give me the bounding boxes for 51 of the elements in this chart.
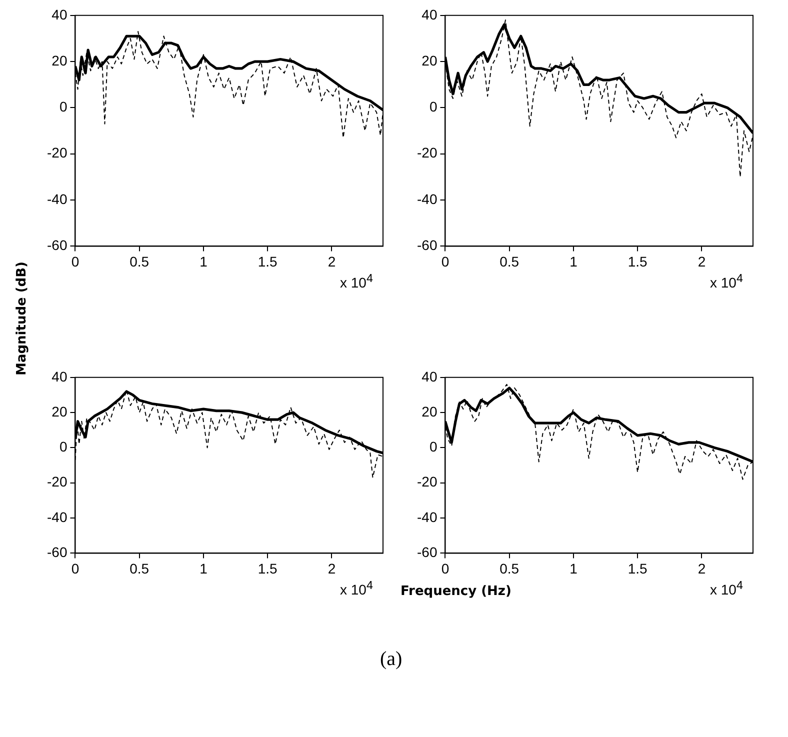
x-tick-label: 1 (570, 560, 578, 576)
y-tick-label: 0 (59, 438, 68, 455)
x-tick-label: 0.5 (500, 253, 520, 270)
y-tick-label: -20 (417, 144, 438, 161)
text: x 10$^{4}$ (340, 272, 373, 291)
x-tick-label: 2 (698, 253, 706, 270)
y-tick-label: -40 (417, 508, 438, 525)
y-tick-label: -20 (417, 474, 438, 490)
x-tick-label: 2 (698, 560, 706, 576)
y-tick-label: 0 (59, 98, 68, 115)
y-tick-label: 0 (429, 438, 438, 455)
x-tick-label: 0.5 (500, 560, 520, 576)
x-tick-label: 1 (570, 253, 578, 270)
y-tick-label: -20 (47, 144, 68, 161)
x-tick-label: 1.5 (628, 253, 648, 270)
y-tick-label: 20 (52, 403, 68, 420)
y-tick-label: -60 (417, 544, 438, 560)
x-tick-label: 0 (71, 560, 80, 576)
y-tick-label: -40 (417, 190, 438, 207)
text: x 10$^{4}$ (710, 579, 743, 598)
y-tick-label: 40 (52, 368, 68, 384)
text: x 10$^{4}$ (340, 579, 373, 598)
x-tick-label: 0.5 (130, 560, 150, 576)
y-axis-title: Magnitude (dB) (14, 261, 30, 375)
x-tick-label: 2 (328, 560, 336, 576)
x-tick-label: 1 (200, 560, 208, 576)
y-tick-label: -40 (47, 508, 68, 525)
x-tick-label: 0 (441, 560, 450, 576)
y-tick-label: -60 (417, 237, 438, 254)
x-tick-label: 0.5 (130, 253, 150, 270)
y-tick-label: 40 (422, 368, 438, 384)
text: x 10$^{4}$ (710, 272, 743, 291)
y-tick-label: -40 (47, 190, 68, 207)
y-tick-label: 0 (429, 98, 438, 115)
y-tick-label: 20 (422, 403, 438, 420)
y-tick-label: 40 (422, 6, 438, 22)
y-tick-label: 20 (422, 52, 438, 68)
y-tick-label: -20 (47, 474, 68, 490)
x-axis-title: Frequency (Hz) (400, 584, 512, 599)
y-tick-label: 40 (52, 6, 68, 22)
x-tick-label: 1.5 (258, 560, 278, 576)
x-tick-label: 0 (441, 253, 450, 270)
x-tick-label: 1.5 (258, 253, 278, 270)
y-tick-label: -60 (47, 544, 68, 560)
text: (a) (380, 648, 402, 671)
x-tick-label: 1 (200, 253, 208, 270)
y-tick-label: 20 (52, 52, 68, 68)
x-tick-label: 0 (71, 253, 80, 270)
x-tick-label: 1.5 (628, 560, 648, 576)
y-tick-label: -60 (47, 237, 68, 254)
x-tick-label: 2 (328, 253, 336, 270)
